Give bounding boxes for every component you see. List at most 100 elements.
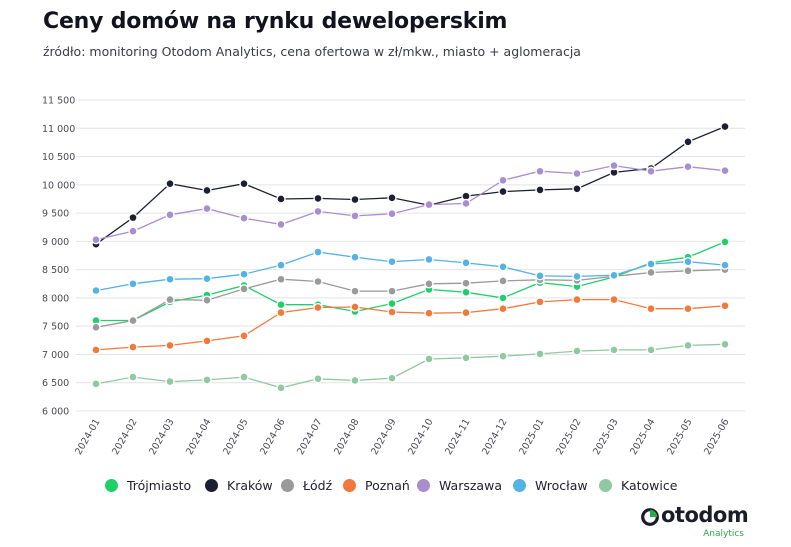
data-point-katowice [313, 374, 323, 384]
data-point-kraków [720, 121, 730, 132]
data-point-poznań [313, 302, 323, 313]
data-point-warszawa [646, 166, 656, 176]
x-tick-label: 2025-03 [591, 417, 620, 457]
series-line-trójmiasto [96, 241, 726, 322]
data-point-poznań [91, 345, 101, 355]
data-point-warszawa [239, 213, 249, 223]
data-point-katowice [424, 354, 434, 364]
data-point-poznań [646, 303, 656, 314]
data-point-wrocław [239, 269, 249, 279]
data-point-poznań [276, 307, 286, 318]
data-point-kraków [313, 193, 323, 204]
data-point-łódź [202, 295, 212, 305]
data-point-warszawa [461, 198, 471, 209]
data-point-wrocław [128, 279, 138, 289]
legend-marker [105, 479, 118, 492]
data-point-łódź [461, 278, 471, 288]
legend-marker [281, 479, 294, 492]
data-point-warszawa [313, 206, 323, 217]
data-point-katowice [535, 349, 545, 359]
y-tick-label: 8 000 [42, 293, 69, 304]
brand-sub: Analytics [703, 529, 744, 539]
data-point-poznań [498, 303, 508, 314]
legend-item-warszawa: Warszawa [417, 478, 502, 493]
x-tick-label: 2025-05 [665, 417, 694, 457]
data-point-katowice [720, 339, 730, 349]
legend-label: Łódź [303, 478, 333, 493]
legend-label: Poznań [365, 478, 410, 493]
data-point-poznań [609, 294, 619, 305]
legend-item-trójmiasto: Trójmiasto [105, 478, 191, 493]
data-point-poznań [202, 336, 212, 346]
data-point-warszawa [498, 175, 508, 185]
x-tick-label: 2025-02 [554, 417, 583, 457]
chart-legend: Trójmiasto Kraków Łódź Poznań Warszawa Wrocła… [0, 478, 791, 498]
data-point-łódź [276, 274, 286, 284]
data-point-wrocław [461, 258, 471, 268]
series-line-poznań [95, 298, 726, 351]
legend-item-wrocław: Wrocław [513, 478, 588, 493]
brand: otodom Analytics [640, 503, 750, 542]
otodom-logo-icon [641, 508, 659, 526]
data-point-katowice [461, 353, 471, 363]
data-point-łódź [128, 315, 138, 326]
data-point-warszawa [683, 162, 693, 172]
data-point-łódź [683, 266, 693, 276]
data-point-wrocław [313, 247, 323, 257]
legend-label: Wrocław [535, 478, 588, 493]
data-point-poznań [239, 331, 249, 341]
y-tick-label: 11 000 [42, 124, 75, 135]
series-line-katowice [95, 343, 726, 389]
data-point-łódź [313, 276, 323, 287]
data-point-warszawa [387, 208, 397, 219]
x-tick-label: 2024-10 [406, 417, 435, 457]
series-points [91, 121, 730, 393]
data-point-kraków [683, 137, 693, 147]
legend-marker [343, 479, 356, 492]
legend-item-łódź: Łódź [281, 478, 332, 493]
legend-item-katowice: Katowice [599, 478, 677, 493]
data-point-wrocław [535, 271, 545, 281]
data-point-kraków [387, 193, 397, 203]
data-point-wrocław [91, 285, 101, 296]
data-point-kraków [276, 194, 286, 204]
data-point-wrocław [350, 252, 360, 262]
data-point-łódź [646, 267, 656, 278]
y-tick-label: 7 000 [42, 350, 69, 361]
data-point-wrocław [498, 262, 508, 272]
data-point-kraków [350, 194, 360, 205]
y-tick-label: 9 500 [42, 209, 69, 220]
data-point-warszawa [609, 160, 619, 171]
data-point-kraków [165, 178, 175, 189]
data-point-łódź [239, 284, 249, 294]
legend-marker [513, 479, 526, 492]
data-point-wrocław [276, 260, 286, 270]
series-line-łódź [95, 268, 726, 328]
data-point-łódź [165, 294, 175, 305]
x-tick-label: 2024-01 [73, 417, 102, 457]
data-point-kraków [128, 212, 138, 223]
data-point-wrocław [202, 273, 212, 284]
data-point-warszawa [165, 210, 175, 220]
brand-name: otodom [661, 503, 749, 527]
legend-label: Warszawa [439, 478, 502, 493]
x-tick-label: 2025-01 [517, 417, 546, 457]
data-point-katowice [276, 383, 286, 393]
data-point-kraków [498, 186, 508, 197]
data-point-katowice [239, 372, 249, 382]
data-point-warszawa [202, 203, 212, 214]
data-point-wrocław [720, 260, 730, 270]
data-point-wrocław [165, 274, 175, 284]
y-tick-label: 8 500 [42, 265, 69, 276]
data-point-poznań [350, 302, 360, 312]
y-axis: 6 000 6 500 7 000 7 500 8 000 8 500 9 000 9 500… [42, 96, 75, 418]
data-point-poznań [535, 297, 545, 307]
legend-marker [417, 479, 430, 492]
data-point-warszawa [91, 234, 101, 245]
x-tick-label: 2025-04 [628, 417, 657, 457]
data-point-łódź [387, 286, 397, 296]
x-axis: 2024-01 2024-02 2024-03 2024-04 2024-05 2024-… [73, 417, 731, 457]
data-point-trójmiasto [387, 298, 397, 309]
series-line-kraków [95, 125, 726, 245]
data-point-łódź [498, 276, 508, 286]
